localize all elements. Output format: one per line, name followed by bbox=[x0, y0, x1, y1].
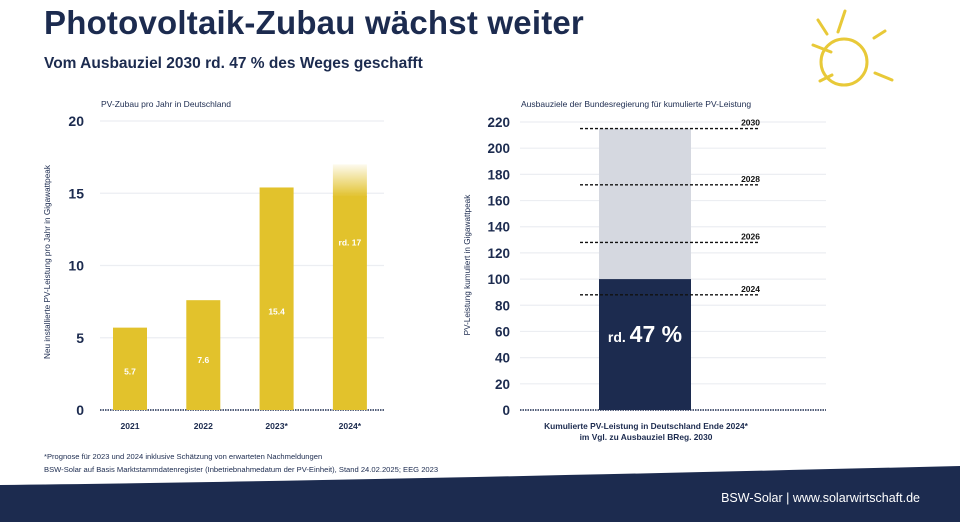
bar-current-2024 bbox=[599, 279, 691, 410]
target-label: 2028 bbox=[741, 174, 760, 184]
data-label: 7.6 bbox=[197, 355, 209, 365]
y-tick-label: 200 bbox=[487, 141, 510, 156]
y-tick-label: 220 bbox=[487, 115, 510, 130]
x-tick-label: 2021 bbox=[120, 421, 139, 431]
y-tick-label: 80 bbox=[495, 298, 510, 313]
y-tick-label: 5 bbox=[76, 330, 84, 346]
sun-icon bbox=[811, 9, 894, 87]
y-tick-label: 0 bbox=[502, 403, 510, 418]
percent-value: 47 % bbox=[630, 321, 682, 347]
y-tick-label: 0 bbox=[76, 402, 84, 418]
y-tick-label: 10 bbox=[68, 258, 84, 274]
data-label: rd. 17 bbox=[339, 237, 362, 247]
y-tick-label: 40 bbox=[495, 351, 510, 366]
target-label: 2026 bbox=[741, 231, 760, 241]
x-tick-label: 2024* bbox=[339, 421, 362, 431]
data-label: 5.7 bbox=[124, 367, 136, 377]
page-title: Photovoltaik-Zubau wächst weiter bbox=[44, 4, 584, 41]
x-tick-label: 2022 bbox=[194, 421, 213, 431]
y-tick-label: 180 bbox=[487, 167, 510, 182]
x-tick-label: 2023* bbox=[265, 421, 288, 431]
chart-title: PV-Zubau pro Jahr in Deutschland bbox=[101, 99, 231, 109]
bar-2022 bbox=[186, 300, 221, 410]
target-label: 2024 bbox=[741, 284, 760, 294]
y-tick-label: 160 bbox=[487, 194, 510, 209]
data-label: 15.4 bbox=[268, 306, 285, 316]
percent-label: rd. 47 % bbox=[608, 321, 682, 347]
chart-title: Ausbauziele der Bundesregierung für kumu… bbox=[521, 99, 751, 109]
percent-prefix: rd. bbox=[608, 329, 630, 345]
y-tick-label: 20 bbox=[68, 113, 84, 129]
bar-fade-2024 bbox=[332, 164, 367, 198]
bar-2023 bbox=[259, 187, 294, 410]
y-tick-label: 100 bbox=[487, 272, 510, 287]
y-tick-label: 20 bbox=[495, 377, 510, 392]
bar-target-2030 bbox=[599, 128, 691, 280]
x-axis-label-line-1: Kumulierte PV-Leistung in Deutschland En… bbox=[544, 421, 749, 431]
y-tick-label: 120 bbox=[487, 246, 510, 261]
footnote-forecast: *Prognose für 2023 und 2024 inklusive Sc… bbox=[44, 452, 323, 461]
y-axis-label: Neu installierte PV-Leistung pro Jahr in… bbox=[43, 164, 52, 359]
target-label: 2030 bbox=[741, 118, 760, 128]
x-axis-label-line-2: im Vgl. zu Ausbauziel BReg. 2030 bbox=[580, 432, 713, 442]
bar-2024 bbox=[332, 196, 367, 410]
page-subtitle: Vom Ausbauziel 2030 rd. 47 % des Weges g… bbox=[44, 55, 423, 72]
y-tick-label: 60 bbox=[495, 324, 510, 339]
footnote-source: BSW-Solar auf Basis Marktstammdatenregis… bbox=[44, 465, 439, 474]
footer-brand-link[interactable]: BSW-Solar | www.solarwirtschaft.de bbox=[721, 491, 920, 505]
y-axis-label: PV-Leistung kumuliert in Gigawattpeak bbox=[463, 194, 472, 336]
y-tick-label: 15 bbox=[68, 185, 84, 201]
bar-2021 bbox=[113, 327, 147, 410]
y-tick-label: 140 bbox=[487, 220, 510, 235]
